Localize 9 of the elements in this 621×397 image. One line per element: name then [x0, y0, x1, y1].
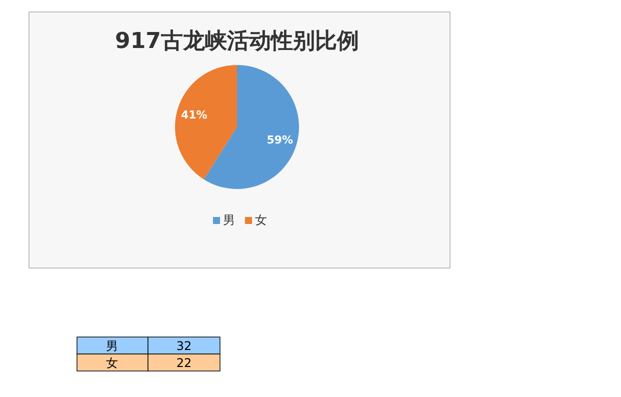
- data-label: 59%: [266, 133, 294, 146]
- chart-title: 917古龙峡活动性别比例: [115, 29, 359, 54]
- data-label: 41%: [180, 108, 208, 122]
- legend-label: 女: [255, 213, 267, 227]
- data-label: 32: [176, 339, 192, 353]
- category-label: 女: [106, 356, 118, 370]
- legend-label: 男: [223, 213, 235, 227]
- data-label: 22: [176, 356, 192, 370]
- category-label: 男: [106, 339, 118, 353]
